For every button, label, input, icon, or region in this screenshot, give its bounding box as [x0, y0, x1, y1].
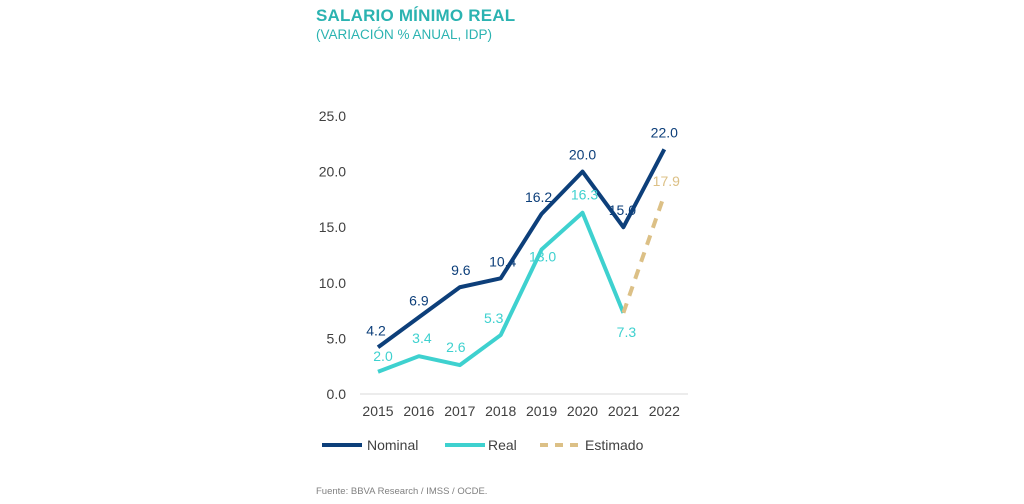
x-tick-label: 2021 — [608, 403, 639, 419]
data-label: 4.2 — [366, 322, 386, 338]
data-label: 22.0 — [651, 124, 678, 140]
data-label: 16.2 — [525, 189, 552, 205]
series-line-real — [377, 210, 626, 374]
y-tick-label: 15.0 — [319, 219, 346, 235]
chart-subtitle: (VARIACIÓN % ANUAL, IDP) — [316, 27, 493, 42]
data-label: 2.6 — [446, 339, 466, 355]
legend-label-estimado: Estimado — [585, 437, 644, 453]
x-tick-label: 2017 — [444, 403, 475, 419]
x-tick-label: 2018 — [485, 403, 516, 419]
x-tick-label: 2022 — [649, 403, 680, 419]
data-label: 20.0 — [569, 147, 596, 163]
data-label: 13.0 — [529, 248, 556, 264]
y-tick-label: 5.0 — [327, 330, 347, 346]
chart-title: SALARIO MÍNIMO REAL — [316, 6, 516, 25]
x-tick-label: 2020 — [567, 403, 598, 419]
legend-label-nominal: Nominal — [367, 437, 418, 453]
data-label: 15.0 — [609, 202, 636, 218]
data-label: 17.9 — [653, 173, 680, 189]
y-tick-label: 0.0 — [327, 386, 347, 402]
x-tick-label: 2015 — [362, 403, 393, 419]
data-label: 3.4 — [412, 330, 432, 346]
series-line-estimado — [621, 194, 667, 314]
series-line-nominal — [376, 148, 667, 349]
data-label: 7.3 — [617, 324, 637, 340]
source-note: Fuente: BBVA Research / IMSS / OCDE. — [316, 486, 488, 497]
x-tick-label: 2016 — [403, 403, 434, 419]
data-label: 6.9 — [409, 292, 429, 308]
y-tick-label: 25.0 — [319, 108, 346, 124]
y-tick-label: 10.0 — [319, 275, 346, 291]
data-label: 10.4 — [489, 253, 516, 269]
y-tick-label: 20.0 — [319, 164, 346, 180]
data-label: 16.3 — [571, 187, 598, 203]
x-tick-label: 2019 — [526, 403, 557, 419]
legend-label-real: Real — [488, 437, 517, 453]
data-label: 9.6 — [451, 262, 471, 278]
data-label: 2.0 — [373, 348, 393, 364]
data-label: 5.3 — [484, 310, 504, 326]
